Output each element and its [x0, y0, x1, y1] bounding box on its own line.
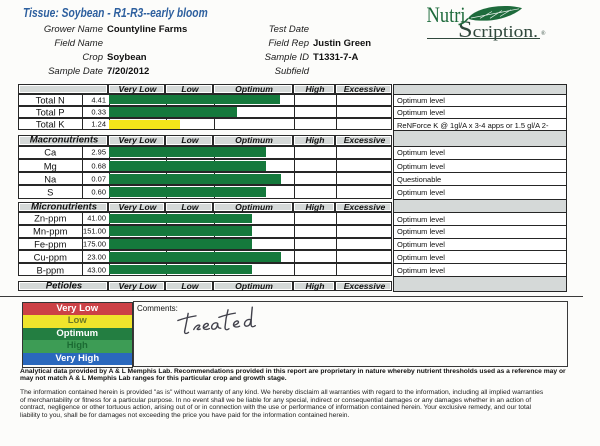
svg-text:®: ® — [541, 30, 546, 37]
svg-text:Nutri: Nutri — [427, 2, 466, 27]
